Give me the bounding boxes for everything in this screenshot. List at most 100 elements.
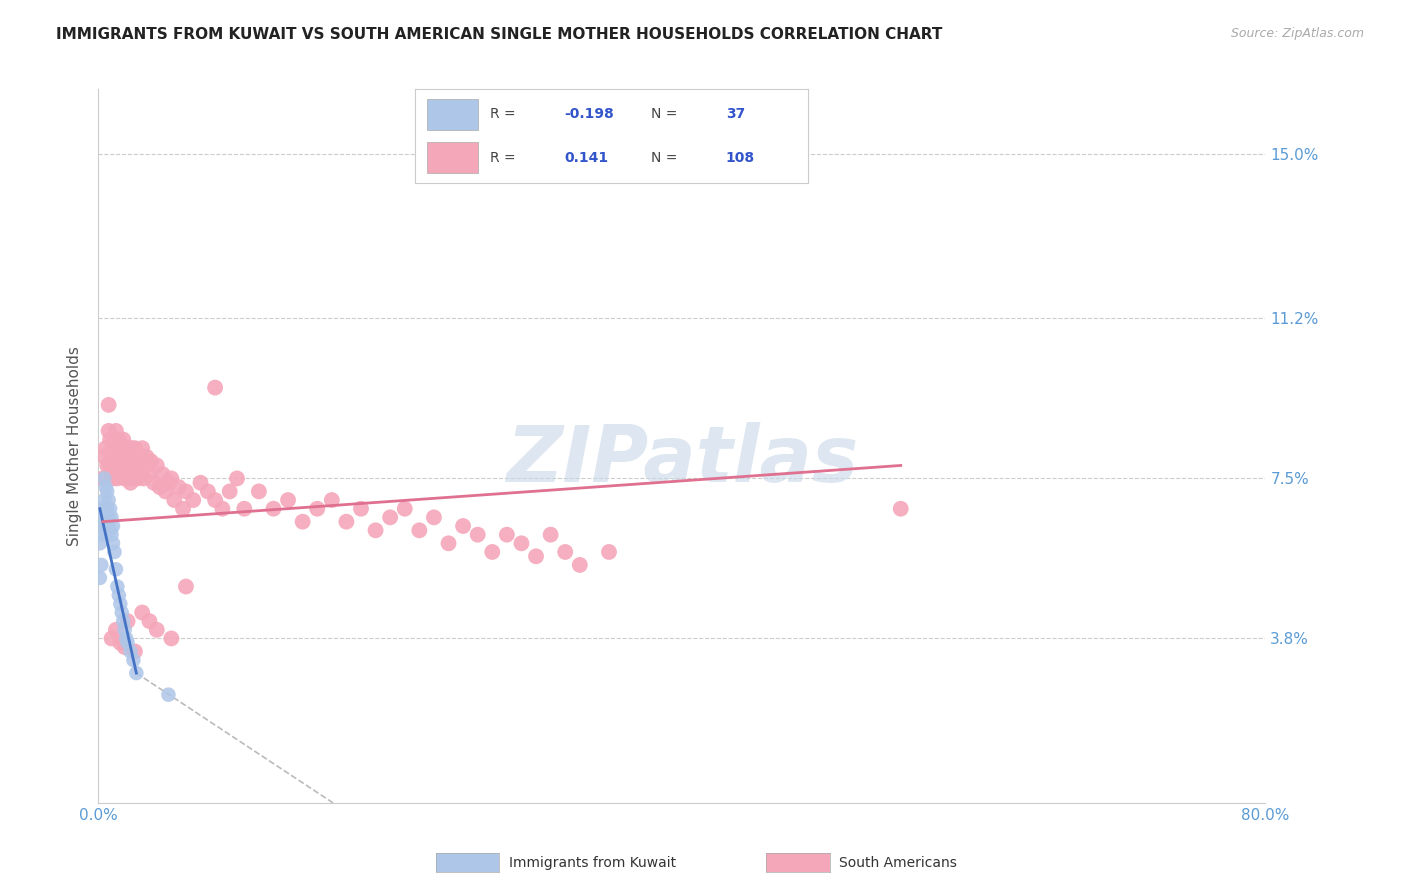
Point — [139, 454, 162, 468]
FancyBboxPatch shape — [426, 98, 478, 130]
Point — [124, 441, 146, 455]
Point — [423, 510, 446, 524]
Point — [122, 471, 145, 485]
Point — [510, 536, 533, 550]
Point — [89, 536, 111, 550]
Point — [98, 501, 121, 516]
Point — [495, 527, 517, 541]
Point — [467, 527, 489, 541]
Point — [96, 458, 118, 473]
Point — [97, 398, 120, 412]
Point — [211, 501, 233, 516]
Point — [124, 467, 146, 482]
Point — [146, 458, 169, 473]
Point — [135, 450, 157, 464]
Point — [163, 493, 186, 508]
Point — [91, 501, 114, 516]
Point — [124, 644, 146, 658]
Point — [101, 471, 124, 485]
Point — [157, 688, 180, 702]
Point — [218, 484, 240, 499]
Point — [91, 471, 114, 485]
Point — [129, 458, 152, 473]
Point — [146, 623, 169, 637]
Point — [100, 510, 122, 524]
Point — [105, 441, 128, 455]
Point — [598, 545, 620, 559]
Point — [104, 424, 127, 438]
Point — [103, 433, 125, 447]
Point — [97, 424, 120, 438]
Point — [125, 458, 148, 473]
Point — [120, 644, 142, 658]
Point — [540, 527, 562, 541]
Text: Immigrants from Kuwait: Immigrants from Kuwait — [509, 855, 676, 870]
Point — [104, 450, 127, 464]
Point — [98, 524, 121, 538]
Point — [112, 614, 135, 628]
Point — [167, 480, 190, 494]
Point — [394, 501, 416, 516]
Point — [96, 484, 118, 499]
Point — [100, 467, 122, 482]
Point — [98, 433, 121, 447]
Point — [118, 441, 141, 455]
Point — [115, 458, 138, 473]
Point — [100, 632, 122, 646]
Point — [117, 636, 139, 650]
Point — [108, 458, 131, 473]
Point — [190, 475, 212, 490]
Point — [114, 441, 136, 455]
FancyBboxPatch shape — [426, 142, 478, 173]
Text: 37: 37 — [725, 108, 745, 121]
Point — [105, 580, 128, 594]
Point — [120, 450, 142, 464]
Point — [110, 467, 132, 482]
Point — [110, 636, 132, 650]
Point — [115, 471, 138, 485]
Point — [100, 527, 122, 541]
Point — [110, 450, 132, 464]
Point — [104, 623, 127, 637]
Point — [112, 433, 135, 447]
Point — [111, 458, 134, 473]
Point — [93, 493, 115, 508]
Point — [890, 501, 912, 516]
Point — [118, 458, 141, 473]
Text: -0.198: -0.198 — [564, 108, 614, 121]
Point — [111, 606, 134, 620]
Point — [128, 450, 150, 464]
Point — [115, 632, 138, 646]
Point — [89, 571, 111, 585]
Point — [104, 562, 127, 576]
Point — [247, 484, 270, 499]
Point — [451, 519, 474, 533]
Point — [100, 450, 122, 464]
Point — [91, 527, 114, 541]
Point — [125, 666, 148, 681]
Point — [174, 580, 197, 594]
Point — [437, 536, 460, 550]
Point — [160, 632, 183, 646]
Point — [554, 545, 576, 559]
Point — [108, 433, 131, 447]
Point — [97, 510, 120, 524]
Point — [197, 484, 219, 499]
Point — [568, 558, 591, 572]
Point — [117, 450, 139, 464]
Point — [112, 450, 135, 464]
Point — [111, 441, 134, 455]
Point — [378, 510, 402, 524]
Text: 0.141: 0.141 — [564, 151, 609, 164]
Point — [121, 458, 143, 473]
Point — [142, 475, 165, 490]
Point — [103, 458, 125, 473]
Point — [94, 501, 117, 516]
Point — [97, 493, 120, 508]
Point — [131, 441, 153, 455]
Point — [481, 545, 503, 559]
Point — [90, 558, 112, 572]
Point — [204, 493, 226, 508]
Point — [117, 614, 139, 628]
Point — [120, 475, 142, 490]
